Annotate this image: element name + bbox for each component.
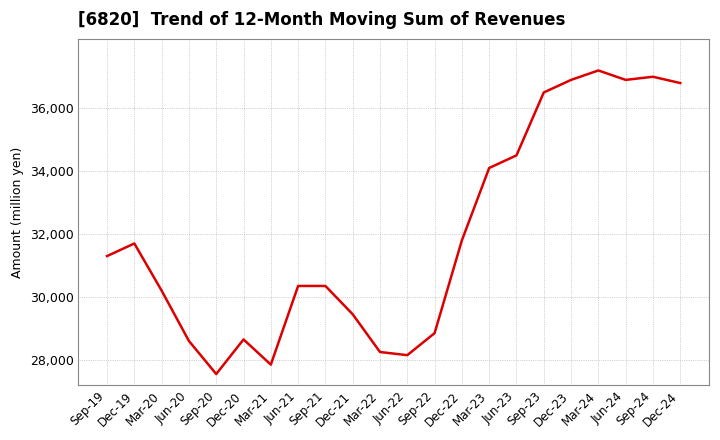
Y-axis label: Amount (million yen): Amount (million yen) [11, 147, 24, 278]
Text: [6820]  Trend of 12-Month Moving Sum of Revenues: [6820] Trend of 12-Month Moving Sum of R… [78, 11, 566, 29]
